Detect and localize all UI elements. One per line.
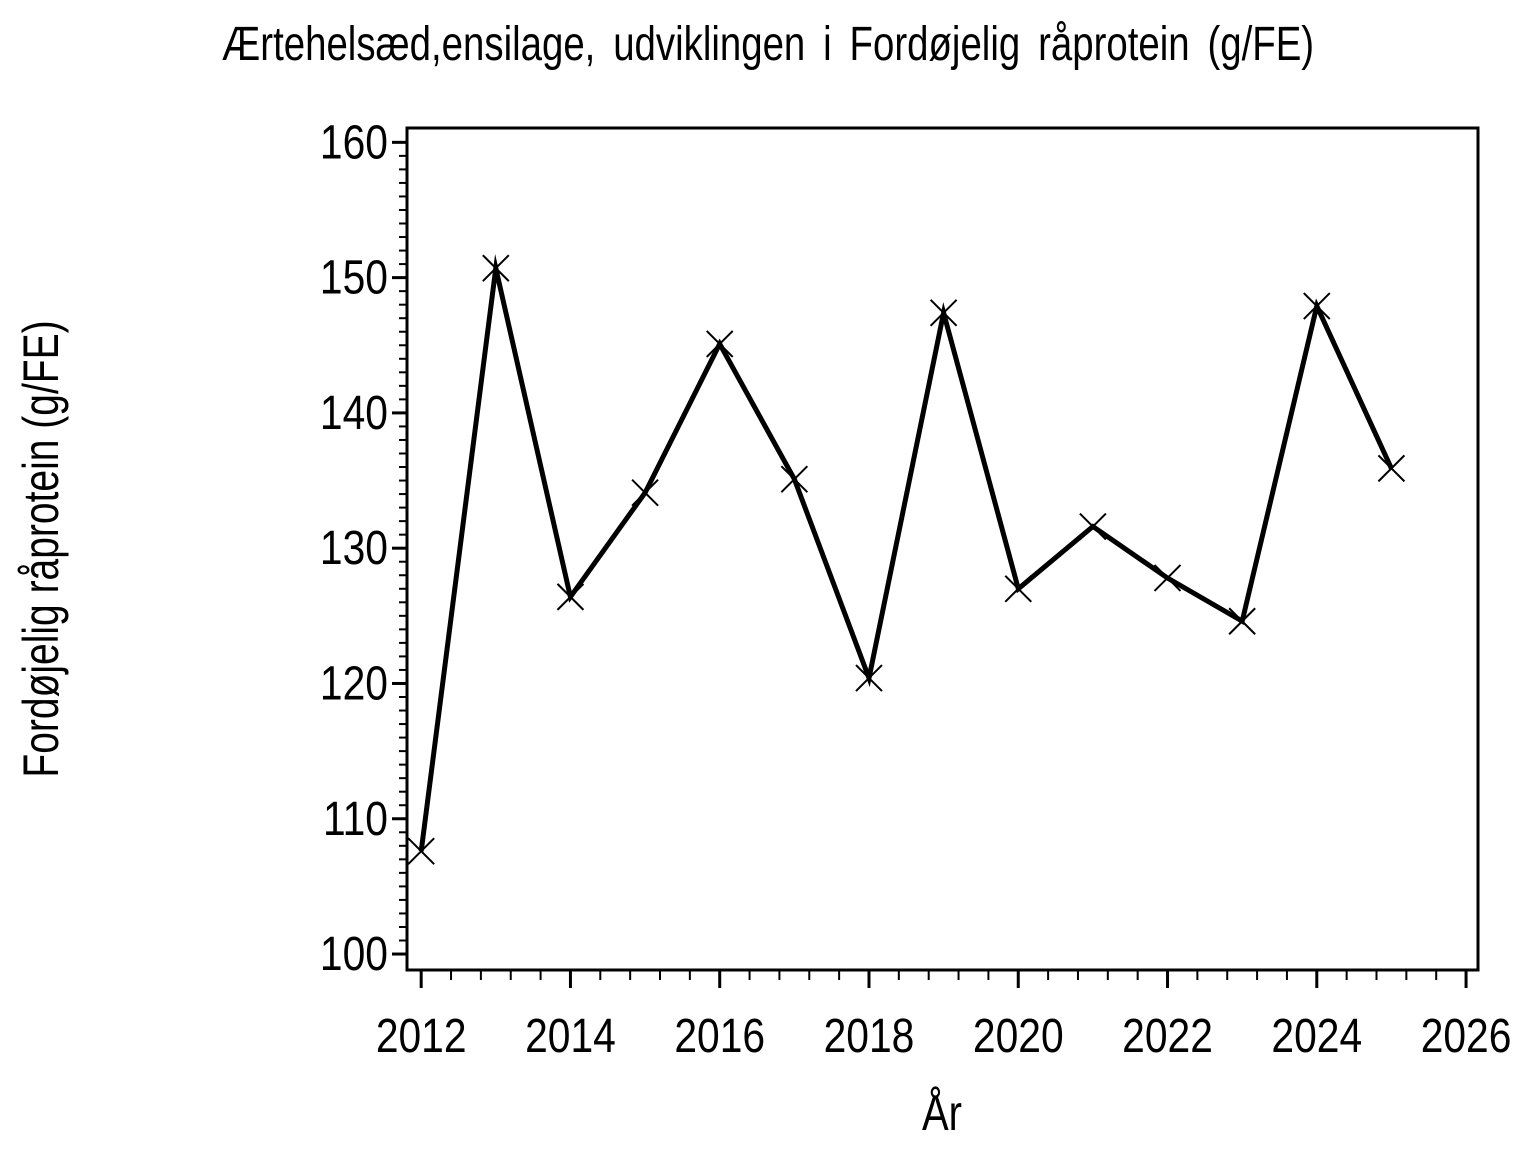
data-point-marker-2015 (631, 479, 659, 507)
marker-stroke (1228, 607, 1256, 635)
data-point-marker-2024 (1303, 292, 1331, 320)
x-tick-label: 2012 (376, 1010, 467, 1063)
data-point-marker-2018 (855, 664, 883, 692)
x-axis-major-ticks (419, 970, 1468, 988)
x-tick-label: 2018 (824, 1010, 915, 1063)
series-line (418, 253, 1394, 852)
data-point-marker-2019 (929, 299, 958, 327)
data-point-marker-2020 (1004, 575, 1032, 603)
chart-title: Ærtehelsæd,ensilage, udviklingen i Fordø… (222, 18, 1314, 71)
marker-stroke (631, 479, 659, 507)
marker-stroke (780, 465, 809, 493)
x-tick-label: 2014 (525, 1010, 616, 1063)
data-point-marker-2021 (1079, 512, 1107, 541)
data-point-marker-2013 (482, 254, 510, 282)
y-tick-label: 140 (320, 387, 388, 440)
data-point-marker-2017 (780, 465, 809, 493)
y-tick-label: 110 (323, 793, 388, 846)
marker-stroke (1377, 454, 1406, 483)
marker-stroke (1303, 292, 1331, 320)
y-axis-title: Fordøjelig råprotein (g/FE) (12, 320, 69, 777)
data-point-marker-2025 (1377, 454, 1406, 483)
data-point-markers (407, 254, 1406, 865)
x-tick-label: 2022 (1122, 1010, 1213, 1063)
y-tick-label: 130 (320, 522, 388, 575)
y-axis-tick-labels: 100 110 120 130 140 150 160 (320, 116, 388, 980)
data-point-marker-2022 (1153, 564, 1182, 592)
data-point-marker-2023 (1228, 607, 1256, 635)
marker-stroke (407, 837, 435, 865)
y-tick-label: 160 (320, 116, 388, 169)
marker-stroke (855, 664, 883, 692)
x-tick-label: 2020 (973, 1010, 1064, 1063)
marker-stroke (482, 254, 510, 282)
x-tick-label: 2016 (674, 1010, 765, 1063)
data-point-marker-2014 (556, 583, 585, 611)
marker-stroke (929, 299, 958, 327)
data-series (418, 253, 1394, 852)
x-tick-label: 2024 (1271, 1010, 1362, 1063)
x-axis-title: År (922, 1085, 962, 1141)
marker-stroke (706, 330, 734, 358)
y-tick-label: 150 (320, 252, 388, 305)
x-tick-label: 2026 (1421, 1010, 1512, 1063)
data-point-marker-2016 (706, 330, 734, 358)
y-tick-label: 100 (320, 928, 388, 981)
marker-stroke (1079, 512, 1107, 541)
marker-stroke (556, 583, 585, 611)
x-axis-tick-labels: 2012 2014 2016 2018 2020 2022 2024 2026 (376, 1010, 1512, 1063)
x-axis-minor-ticks (450, 970, 1438, 980)
plot-frame (405, 126, 1480, 972)
y-axis-major-ticks (392, 140, 407, 956)
marker-stroke (1153, 564, 1182, 592)
marker-stroke (1004, 575, 1032, 603)
y-tick-label: 120 (320, 657, 388, 710)
data-point-marker-2012 (407, 837, 435, 865)
